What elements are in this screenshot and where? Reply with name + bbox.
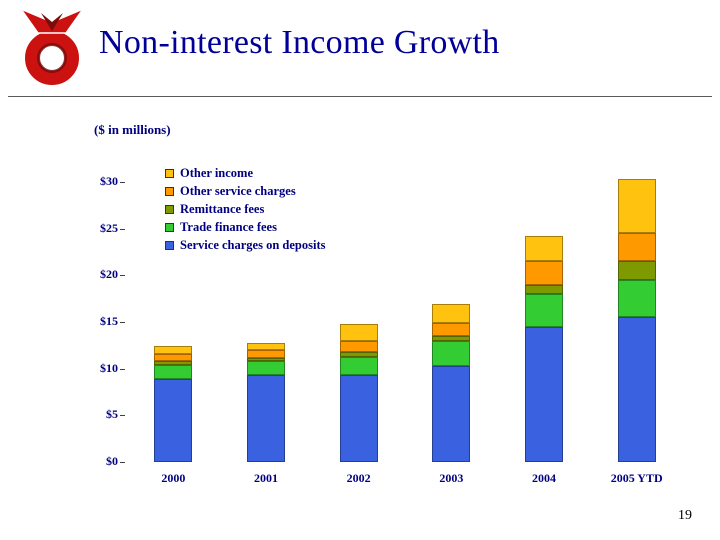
bar-slot: [498, 182, 591, 462]
segment-remittance-fees: [525, 284, 564, 295]
bar-slot: [312, 182, 405, 462]
segment-other-service-charges: [525, 261, 564, 285]
segment-trade-finance-fees: [154, 364, 193, 379]
segment-service-charges-on-deposits: [617, 317, 656, 462]
x-axis: 2000 2001 2002 2003 2004 2005 YTD: [127, 471, 683, 486]
segment-other-income: [339, 323, 378, 341]
x-tick-label: 2001: [254, 471, 278, 485]
y-tick-mark: [120, 462, 125, 463]
legend-swatch-icon: [165, 240, 174, 250]
chart-legend: Other income Other service charges Remitta…: [165, 164, 325, 254]
bar-2000: [154, 346, 193, 462]
y-tick-mark: [120, 182, 125, 183]
legend-label: Other income: [180, 165, 254, 180]
legend-item-service-charges-on-deposits: Service charges on deposits: [165, 236, 325, 254]
segment-remittance-fees: [247, 357, 285, 362]
y-tick-label: $30: [100, 174, 118, 188]
legend-item-other-income: Other income: [165, 164, 325, 182]
legend-swatch-icon: [165, 204, 174, 214]
legend-item-other-service-charges: Other service charges: [165, 182, 325, 200]
y-tick-label: $25: [100, 220, 118, 235]
bar-2005-ytd: [617, 179, 656, 462]
legend-swatch-icon: [165, 186, 174, 196]
y-tick-label: $10: [100, 360, 118, 375]
bar-slot: [220, 182, 313, 462]
y-tick-label: $0: [106, 454, 118, 468]
red-emblem-icon: [18, 7, 86, 85]
x-tick-label: 2003: [439, 471, 464, 485]
units-label: ($ in millions): [94, 122, 171, 137]
segment-service-charges-on-deposits: [339, 375, 378, 462]
segment-trade-finance-fees: [617, 280, 656, 318]
legend-item-trade-finance-fees: Trade finance fees: [165, 218, 325, 236]
bars: [127, 179, 683, 462]
segment-other-service-charges: [617, 233, 656, 262]
segment-other-income: [617, 179, 656, 234]
segment-trade-finance-fees: [339, 356, 378, 376]
y-tick-mark: [120, 415, 125, 417]
plot-area: Other income Other service charges Remitta…: [127, 166, 683, 462]
segment-trade-finance-fees: [247, 361, 285, 376]
y-tick-mark: [120, 368, 125, 370]
legend-item-remittance-fees: Remittance fees: [165, 200, 325, 218]
y-tick-mark: [120, 275, 125, 277]
title-divider: [8, 96, 712, 97]
segment-other-income: [247, 342, 285, 351]
segment-remittance-fees: [432, 336, 471, 341]
segment-trade-finance-fees: [432, 340, 471, 366]
segment-service-charges-on-deposits: [154, 378, 193, 462]
slide-title: Non-interest Income Growth: [99, 24, 500, 61]
segment-other-income: [154, 346, 193, 354]
segment-service-charges-on-deposits: [525, 326, 564, 462]
y-tick-label: $15: [100, 314, 118, 328]
segment-remittance-fees: [339, 351, 378, 357]
x-tick-label: 2002: [346, 471, 371, 485]
y-tick-mark: [120, 228, 125, 230]
page-number: 19: [678, 508, 692, 523]
legend-label: Trade finance fees: [180, 219, 277, 234]
legend-label: Other service charges: [180, 183, 296, 198]
segment-other-service-charges: [339, 340, 378, 352]
segment-other-income: [525, 236, 564, 262]
bar-slot: [127, 182, 220, 462]
segment-trade-finance-fees: [525, 294, 564, 327]
bar-slot: [590, 179, 683, 462]
bar-2002: [339, 323, 378, 462]
bar-2004: [525, 236, 564, 462]
segment-remittance-fees: [617, 261, 656, 281]
segment-other-service-charges: [247, 350, 285, 358]
legend-label: Service charges on deposits: [180, 237, 326, 252]
bar-2003: [432, 304, 471, 462]
legend-label: Remittance fees: [180, 201, 265, 216]
segment-service-charges-on-deposits: [432, 365, 471, 462]
x-tick-label: 2004: [532, 471, 557, 485]
x-tick-label: 2005 YTD: [610, 471, 663, 485]
legend-swatch-icon: [165, 168, 174, 178]
segment-other-service-charges: [154, 353, 193, 362]
segment-other-service-charges: [432, 322, 471, 337]
y-tick-label: $20: [100, 267, 118, 282]
segment-service-charges-on-deposits: [247, 375, 285, 462]
bar-2001: [247, 342, 285, 462]
legend-swatch-icon: [165, 222, 174, 232]
company-logo: [16, 6, 88, 90]
y-tick-mark: [120, 322, 125, 323]
segment-remittance-fees: [154, 361, 193, 365]
segment-other-income: [432, 304, 471, 323]
bar-slot: [405, 182, 498, 462]
y-tick-label: $5: [106, 407, 118, 422]
x-tick-label: 2000: [161, 471, 186, 485]
